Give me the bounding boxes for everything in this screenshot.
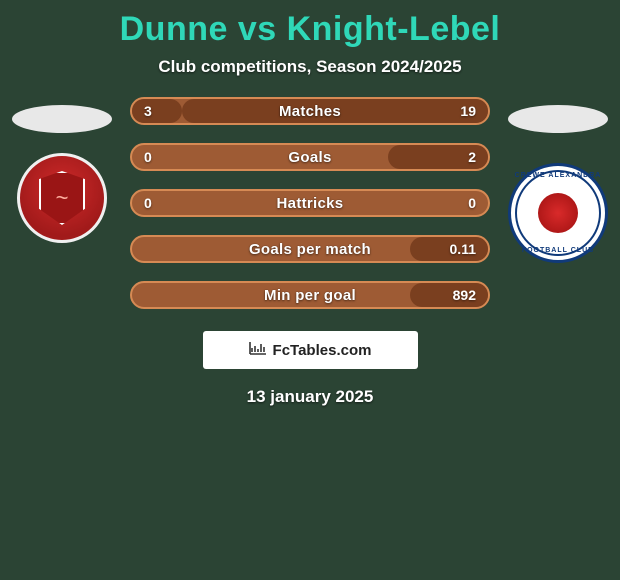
- stat-bar: 0 Goals 2: [130, 143, 490, 171]
- crewe-ring-bottom: FOOTBALL CLUB: [522, 247, 594, 254]
- chart-icon: [249, 341, 267, 360]
- shrimp-icon: ~: [56, 185, 69, 211]
- bar-fill-left: [132, 99, 182, 123]
- stat-right-value: 19: [460, 103, 476, 119]
- stat-label: Goals: [288, 149, 331, 166]
- stats-column: 3 Matches 19 0 Goals 2 0 Hattricks 0 Goals per ma…: [130, 97, 490, 309]
- morecambe-badge: ~: [17, 153, 107, 243]
- stat-label: Matches: [279, 103, 341, 120]
- stat-right-value: 2: [468, 149, 476, 165]
- crewe-ring-top: CREWE ALEXANDRA: [515, 172, 602, 179]
- stat-label: Hattricks: [277, 195, 344, 212]
- stat-bar: Min per goal 892: [130, 281, 490, 309]
- stat-bar: Goals per match 0.11: [130, 235, 490, 263]
- stat-right-value: 0.11: [450, 241, 476, 257]
- main-row: ~ 3 Matches 19 0 Goals 2 0 Hattricks 0 Goals per …: [0, 77, 620, 309]
- stat-left-value: 0: [144, 149, 152, 165]
- subtitle: Club competitions, Season 2024/2025: [0, 57, 620, 77]
- stat-label: Min per goal: [264, 287, 356, 304]
- lion-icon: [538, 193, 578, 233]
- stat-bar: 0 Hattricks 0: [130, 189, 490, 217]
- page-title: Dunne vs Knight-Lebel: [0, 0, 620, 49]
- stat-right-value: 0: [468, 195, 476, 211]
- stat-left-value: 0: [144, 195, 152, 211]
- stat-label: Goals per match: [249, 241, 371, 258]
- left-column: ~: [8, 97, 116, 243]
- left-oval: [12, 105, 112, 133]
- right-oval: [508, 105, 608, 133]
- right-column: CREWE ALEXANDRA FOOTBALL CLUB: [504, 97, 612, 263]
- infographic-root: Dunne vs Knight-Lebel Club competitions,…: [0, 0, 620, 580]
- crewe-badge: CREWE ALEXANDRA FOOTBALL CLUB: [508, 163, 608, 263]
- fctables-text: FcTables.com: [273, 342, 372, 359]
- date-text: 13 january 2025: [0, 387, 620, 407]
- stat-bar: 3 Matches 19: [130, 97, 490, 125]
- stat-right-value: 892: [453, 287, 476, 303]
- stat-left-value: 3: [144, 103, 152, 119]
- bar-fill-right: [410, 283, 488, 307]
- fctables-logo: FcTables.com: [203, 331, 418, 369]
